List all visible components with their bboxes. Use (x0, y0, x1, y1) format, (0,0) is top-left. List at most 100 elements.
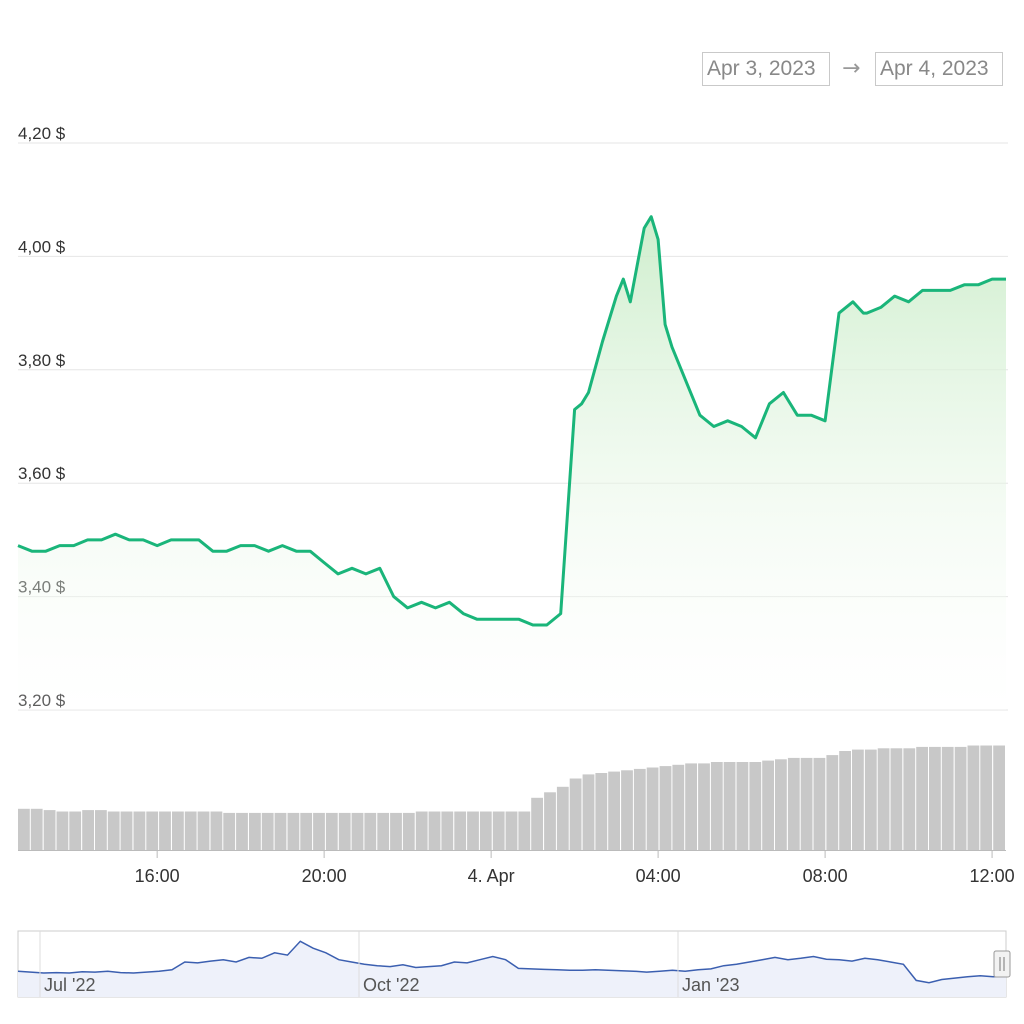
volume-bar-59 (775, 759, 787, 851)
volume-bar-10 (146, 811, 159, 850)
volume-bar-65 (852, 749, 864, 850)
volume-bar-45 (595, 773, 608, 850)
volume-bar-17 (236, 812, 248, 850)
x-tick-label-3: 04:00 (636, 866, 681, 886)
volume-bar-37 (492, 811, 505, 850)
volume-bar-67 (877, 748, 890, 851)
volume-bar-71 (929, 746, 941, 850)
x-axis-labels: 16:00 20:00 4. Apr 04:00 08:00 12:00 (135, 850, 1015, 886)
volume-bar-47 (621, 770, 633, 850)
volume-bar-33 (441, 811, 454, 850)
volume-bar-25 (338, 812, 351, 850)
volume-bar-12 (172, 811, 184, 850)
volume-bar-22 (300, 812, 313, 850)
volume-bar-30 (402, 812, 415, 850)
volume-bar-26 (351, 812, 364, 850)
volume-bar-9 (133, 811, 146, 850)
volume-bar-66 (864, 749, 877, 850)
volume-bar-29 (390, 812, 402, 850)
volume-bar-5 (82, 810, 94, 850)
volume-bar-1 (30, 808, 43, 851)
volume-bar-27 (364, 812, 377, 850)
volume-bar-70 (916, 746, 928, 850)
y-tick-label-3: 3,60 $ (18, 464, 66, 483)
volume-bar-14 (197, 811, 210, 850)
volume-bar-58 (762, 760, 774, 850)
navigator[interactable]: Jul '22 Oct '22 Jan '23 (17, 930, 1011, 998)
volume-bar-41 (544, 792, 556, 850)
volume-bar-6 (95, 810, 107, 850)
range-arrow-icon: → (842, 56, 861, 81)
volume-bar-18 (249, 812, 261, 850)
navigator-line (17, 940, 1007, 984)
x-tick-label-0: 16:00 (135, 866, 180, 886)
volume-bar-62 (813, 757, 826, 850)
volume-bar-0 (18, 808, 30, 851)
navigator-label-2: Jan '23 (682, 975, 739, 995)
x-tick-label-1: 20:00 (302, 866, 347, 886)
volume-bar-2 (43, 810, 56, 850)
x-tick-label-5: 12:00 (970, 866, 1015, 886)
volume-bar-46 (608, 771, 620, 850)
volume-bar-50 (659, 766, 672, 850)
volume-bar-48 (633, 768, 646, 850)
volume-bar-31 (415, 811, 428, 850)
navigator-handle[interactable] (993, 950, 1011, 978)
volume-bar-21 (287, 812, 300, 850)
volume-bar-63 (826, 755, 839, 850)
volume-bar-73 (954, 746, 967, 850)
volume-bar-15 (210, 811, 223, 850)
volume-bar-13 (184, 811, 197, 850)
volume-bar-52 (685, 763, 697, 850)
volume-bar-74 (967, 745, 980, 850)
volume-bar-69 (903, 748, 916, 851)
volume-bar-28 (377, 812, 390, 850)
volume-bar-4 (69, 811, 82, 850)
volume-bar-20 (274, 812, 287, 850)
volume-bar-49 (646, 767, 659, 850)
volume-bar-32 (428, 811, 441, 850)
volume-bar-42 (556, 786, 569, 851)
volume-bar-68 (890, 748, 903, 851)
navigator-area (18, 941, 1006, 997)
volume-bar-76 (993, 745, 1005, 850)
y-tick-label-0: 4,20 $ (18, 124, 66, 143)
x-tick-label-4: 08:00 (803, 866, 848, 886)
volume-bar-53 (698, 763, 710, 850)
volume-bar-44 (582, 774, 595, 850)
y-tick-label-2: 3,80 $ (18, 351, 66, 370)
volume-bar-19 (261, 812, 274, 850)
volume-bar-55 (723, 762, 736, 850)
volume-bar-23 (313, 812, 325, 850)
volume-bar-3 (56, 811, 69, 850)
price-area-fill (18, 216, 1006, 710)
range-from-input[interactable]: Apr 3, 2023 (702, 52, 830, 86)
volume-bar-54 (710, 762, 723, 850)
volume-bar-16 (223, 812, 236, 850)
volume-bar-34 (454, 811, 467, 850)
x-tick-label-2: 4. Apr (468, 866, 515, 886)
volume-bar-38 (505, 811, 518, 850)
volume-bar-51 (672, 764, 685, 851)
volume-bar-35 (467, 811, 479, 850)
volume-bar-39 (518, 811, 531, 850)
navigator-label-1: Oct '22 (363, 975, 419, 995)
volume-bar-56 (736, 762, 749, 850)
volume-bar-43 (569, 778, 582, 850)
volume-bar-11 (159, 811, 171, 850)
y-tick-label-1: 4,00 $ (18, 237, 66, 256)
volume-bar-60 (787, 757, 800, 850)
volume-bar-8 (120, 811, 133, 850)
volume-bar-24 (325, 812, 338, 850)
price-area (17, 215, 1007, 710)
volume-bars (18, 745, 1006, 851)
volume-bar-64 (839, 751, 851, 850)
volume-bar-57 (749, 762, 762, 850)
volume-bar-7 (107, 811, 120, 850)
volume-bar-75 (980, 745, 993, 850)
volume-bar-40 (531, 797, 543, 850)
volume-bar-36 (479, 811, 492, 850)
range-to-input[interactable]: Apr 4, 2023 (875, 52, 1003, 86)
volume-bar-61 (800, 757, 813, 850)
